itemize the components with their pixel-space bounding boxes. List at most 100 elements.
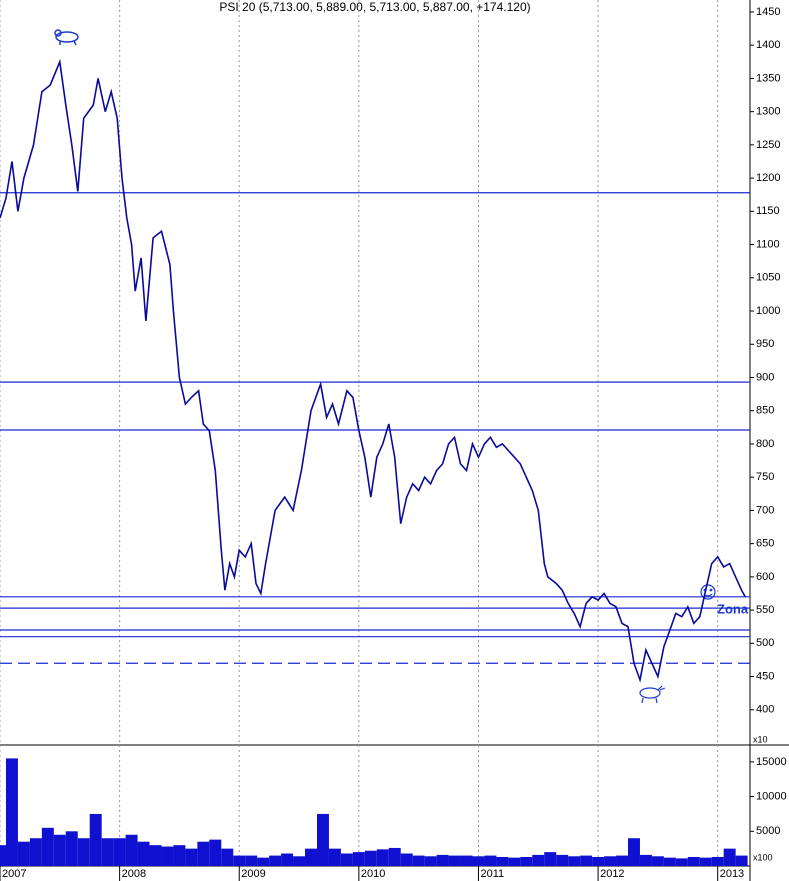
volume-bar <box>53 834 66 866</box>
volume-bar <box>328 848 341 866</box>
volume-bar <box>29 838 42 866</box>
x-tick-label: 2012 <box>600 868 624 880</box>
volume-bar <box>209 839 222 866</box>
volume-bar <box>412 855 425 866</box>
volume-bar <box>113 838 126 866</box>
volume-bar <box>221 848 234 866</box>
volume-bar <box>77 838 90 866</box>
y-tick-label: 500 <box>756 637 774 649</box>
volume-bar <box>687 856 700 866</box>
y-tick-label: 1350 <box>756 72 780 84</box>
x-tick-label: 2009 <box>241 868 265 880</box>
volume-bar <box>400 853 413 866</box>
volume-bar <box>484 855 497 866</box>
volume-bar <box>616 855 628 866</box>
volume-bar <box>675 858 688 866</box>
volume-bar <box>316 813 329 866</box>
y-tick-label: 800 <box>756 438 774 450</box>
annotation: Zona <box>717 601 749 616</box>
volume-bar <box>568 856 581 866</box>
volume-bar <box>5 758 18 866</box>
volume-bar <box>305 848 317 866</box>
volume-bar <box>735 855 748 866</box>
y-tick-label: 5000 <box>756 825 780 837</box>
volume-bar <box>125 834 138 866</box>
volume-bar <box>651 856 664 866</box>
y-tick-label: 850 <box>756 405 774 417</box>
volume-bar <box>627 838 640 866</box>
y-tick-label: 1100 <box>756 238 780 250</box>
volume-bar <box>472 856 485 866</box>
volume-bar <box>556 854 569 866</box>
volume-bar <box>424 856 437 866</box>
bull-icon <box>639 685 666 704</box>
y-tick-label: 1450 <box>756 6 780 18</box>
y-tick-label: 1400 <box>756 39 780 51</box>
x-tick-label: 2010 <box>361 868 385 880</box>
volume-bar <box>269 855 282 866</box>
volume-bar <box>532 854 545 866</box>
volume-bar <box>436 854 449 866</box>
volume-bar <box>699 857 712 866</box>
y-tick-label: 1050 <box>756 272 780 284</box>
volume-bar <box>233 855 246 866</box>
volume-bar <box>137 841 150 866</box>
volume-bar <box>520 856 533 866</box>
y-tick-label: 1000 <box>756 305 780 317</box>
volume-bar <box>293 856 306 866</box>
x-tick-label: 2007 <box>2 868 26 880</box>
volume-bar <box>460 855 473 866</box>
volume-bar <box>376 849 389 866</box>
volume-bar <box>161 846 174 866</box>
volume-bar <box>388 847 401 866</box>
volume-bar <box>364 850 377 866</box>
volume-bar <box>197 841 210 866</box>
y-tick-label: 1200 <box>756 172 780 184</box>
volume-bar <box>257 857 270 866</box>
volume-bar <box>17 841 30 866</box>
volume-bar <box>604 856 617 866</box>
y-tick-label: 1250 <box>756 139 780 151</box>
volume-bar <box>448 855 461 866</box>
x-tick-label: 2008 <box>122 868 146 880</box>
y-tick-label: 450 <box>756 670 774 682</box>
y-tick-label: 600 <box>756 571 774 583</box>
y-tick-label: 950 <box>756 338 774 350</box>
scale-label: x10 <box>753 734 768 744</box>
volume-bar <box>173 845 186 866</box>
volume-bar <box>89 813 102 866</box>
price-line <box>0 58 746 683</box>
volume-bar <box>65 831 78 866</box>
y-tick-label: 750 <box>756 471 774 483</box>
y-tick-label: 700 <box>756 504 774 516</box>
y-tick-label: 650 <box>756 538 774 550</box>
volume-bar <box>592 856 605 866</box>
y-tick-label: 10000 <box>756 790 787 802</box>
volume-bar <box>41 827 54 866</box>
volume-bar <box>185 848 198 866</box>
scale-label: x100 <box>753 852 773 862</box>
y-tick-label: 400 <box>756 704 774 716</box>
x-tick-label: 2011 <box>480 868 504 880</box>
y-tick-label: 15000 <box>756 756 787 768</box>
volume-bar <box>496 856 509 866</box>
volume-bar <box>352 852 365 866</box>
volume-bar <box>723 848 736 866</box>
volume-bar <box>663 857 676 866</box>
volume-bar <box>508 857 521 866</box>
y-tick-label: 900 <box>756 371 774 383</box>
y-tick-label: 1300 <box>756 106 780 118</box>
volume-bar <box>639 854 652 866</box>
volume-bar <box>281 853 294 866</box>
volume-bar <box>340 853 353 866</box>
y-tick-label: 550 <box>756 604 774 616</box>
x-tick-label: 2013 <box>720 868 744 880</box>
volume-bar <box>580 855 593 866</box>
y-tick-label: 1150 <box>756 205 780 217</box>
volume-bar <box>544 852 557 866</box>
bear-icon <box>54 29 79 46</box>
volume-bar <box>245 855 258 866</box>
volume-bar <box>149 845 162 866</box>
volume-bar <box>711 856 724 866</box>
